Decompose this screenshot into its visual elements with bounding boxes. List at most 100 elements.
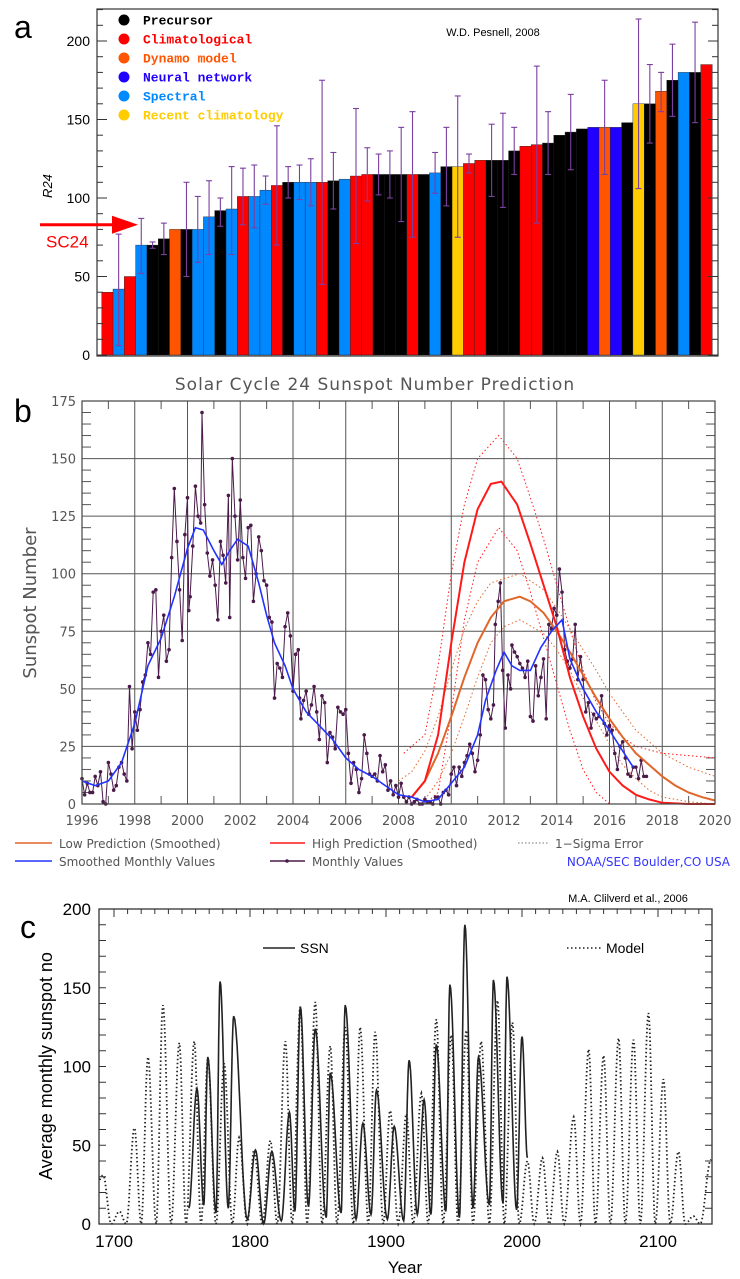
bar-precursor xyxy=(158,238,171,356)
monthly-value-point xyxy=(296,647,301,652)
monthly-value-point xyxy=(146,641,150,645)
monthly-value-point xyxy=(314,710,319,714)
panel-c-label: c xyxy=(20,909,36,945)
monthly-value-point xyxy=(539,675,543,680)
sigma-error-high-upper xyxy=(403,434,716,759)
x-tick-label: 1996 xyxy=(65,814,98,829)
y-tick-label: 50 xyxy=(59,683,76,698)
monthly-value-point xyxy=(301,698,306,703)
y-tick-label: 200 xyxy=(67,33,91,49)
monthly-value-point xyxy=(508,687,513,691)
legend-dot-recent-climatology xyxy=(118,109,130,121)
legend-label-recent-climatology: Recent climatology xyxy=(143,109,284,124)
monthly-value-point xyxy=(498,581,503,585)
monthly-value-point xyxy=(457,765,461,769)
monthly-value-point xyxy=(452,765,456,769)
monthly-value-point xyxy=(338,710,343,714)
monthly-value-point xyxy=(227,615,232,620)
monthly-value-point xyxy=(599,693,604,698)
x-tick-label: 2004 xyxy=(276,814,309,829)
sc24-arrow-head-icon xyxy=(112,215,138,234)
panel-b-axes-frame xyxy=(81,400,716,805)
bar-spectral xyxy=(677,72,690,356)
monthly-value-point xyxy=(256,535,261,539)
monthly-value-point xyxy=(552,606,556,611)
monthly-value-point xyxy=(541,657,546,661)
monthly-value-point xyxy=(560,590,564,594)
bar-neural-network xyxy=(610,127,623,356)
monthly-value-point xyxy=(470,751,475,756)
monthly-values-line xyxy=(81,412,647,806)
panel-c-x-label: Year xyxy=(388,1258,423,1277)
monthly-value-point xyxy=(478,733,483,737)
bar-precursor xyxy=(372,174,385,356)
panel-b-credit: NOAA/SEC Boulder,CO USA xyxy=(567,855,731,869)
monthly-value-point xyxy=(343,707,348,712)
monthly-value-point xyxy=(223,581,228,585)
bar-climatological xyxy=(700,64,713,356)
monthly-value-point xyxy=(164,659,169,664)
bar-spectral xyxy=(293,182,306,356)
monthly-value-point xyxy=(644,774,649,779)
x-tick-label: 2014 xyxy=(540,814,573,829)
monthly-value-point xyxy=(386,788,390,792)
monthly-value-point xyxy=(230,456,235,461)
panel-a: a 0 50 100 150 200 R24 Precursor Climatologic… xyxy=(14,8,719,363)
monthly-value-point xyxy=(372,772,377,776)
monthly-value-point xyxy=(594,716,599,721)
monthly-value-point xyxy=(325,760,330,765)
bar-spectral xyxy=(304,182,317,356)
y-tick-label: 0 xyxy=(82,347,90,363)
monthly-value-point xyxy=(512,650,517,654)
monthly-value-point xyxy=(90,790,95,795)
monthly-value-point xyxy=(554,613,559,617)
y-tick-label: 0 xyxy=(68,798,76,813)
monthly-value-point xyxy=(280,675,285,680)
legend-smoothed-label: Smoothed Monthly Values xyxy=(59,855,215,869)
monthly-value-point xyxy=(634,765,638,769)
monthly-value-point xyxy=(396,795,401,799)
x-tick-label: 2018 xyxy=(646,814,679,829)
monthly-value-point xyxy=(270,620,274,624)
monthly-value-point xyxy=(388,779,393,783)
bar-spectral xyxy=(429,172,442,356)
monthly-value-point xyxy=(172,486,177,491)
monthly-value-point xyxy=(264,583,269,588)
monthly-value-point xyxy=(304,689,308,693)
monthly-value-point xyxy=(88,790,92,795)
monthly-value-point xyxy=(235,558,240,562)
monthly-value-point xyxy=(628,774,633,779)
monthly-value-point xyxy=(98,769,103,774)
monthly-value-point xyxy=(359,776,364,781)
high-prediction-line xyxy=(410,480,715,805)
monthly-value-point xyxy=(132,710,137,714)
legend-label-spectral: Spectral xyxy=(143,90,206,105)
bar-precursor xyxy=(508,150,521,356)
panel-b-label: b xyxy=(14,393,32,429)
monthly-value-point xyxy=(454,783,459,788)
model-series-line xyxy=(98,1000,712,1228)
y-tick-label: 100 xyxy=(51,568,76,583)
monthly-value-point xyxy=(159,629,163,634)
y-tick-label: 200 xyxy=(63,900,91,919)
monthly-value-point xyxy=(446,792,451,797)
monthly-value-point xyxy=(525,659,530,664)
bar-dynamo-model xyxy=(169,229,182,356)
monthly-value-point xyxy=(205,551,210,555)
monthly-value-point xyxy=(568,666,572,670)
monthly-value-point xyxy=(496,599,500,604)
x-tick-label: 2012 xyxy=(487,814,520,829)
panel-b-grid: 1996 1998 2000 2002 2004 2006 2008 2010 2012 2014… xyxy=(51,395,731,829)
monthly-value-point xyxy=(188,594,192,599)
bar-precursor xyxy=(282,182,295,356)
monthly-value-point xyxy=(615,767,620,772)
panel-c-axes: 1700 1800 1900 2000 2100 0 50 100 150 200 xyxy=(63,900,712,1251)
monthly-value-point xyxy=(177,588,182,592)
monthly-value-point xyxy=(523,675,527,680)
monthly-value-point xyxy=(557,567,562,571)
monthly-value-point xyxy=(475,758,480,763)
monthly-value-point xyxy=(309,703,314,707)
bar-climatological xyxy=(519,145,532,356)
monthly-value-point xyxy=(218,539,223,544)
panel-a-error-bars xyxy=(115,18,699,347)
